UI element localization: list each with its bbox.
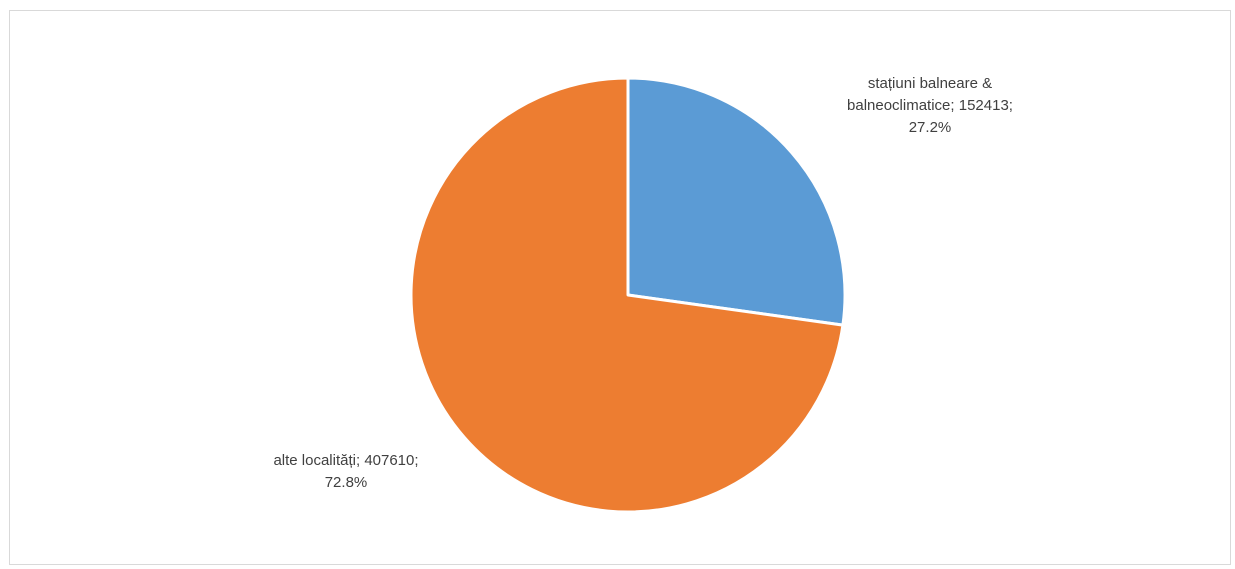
pie-slices bbox=[409, 76, 847, 514]
pie-slice-0 bbox=[626, 76, 847, 327]
data-label-line: alte localități; 407610; bbox=[273, 452, 419, 469]
pie-slice-1 bbox=[409, 76, 845, 514]
data-label-line: 72.8% bbox=[324, 474, 368, 491]
data-label-statiuni: stațiuni balneare & balneoclimatice; 152… bbox=[795, 73, 1065, 139]
data-label-alte-localitati: alte localități; 407610; 72.8% bbox=[226, 450, 466, 494]
data-label-line: balneoclimatice; 152413; bbox=[847, 97, 1013, 114]
data-label-line: stațiuni balneare & bbox=[867, 75, 993, 92]
data-label-line: 27.2% bbox=[908, 119, 952, 136]
